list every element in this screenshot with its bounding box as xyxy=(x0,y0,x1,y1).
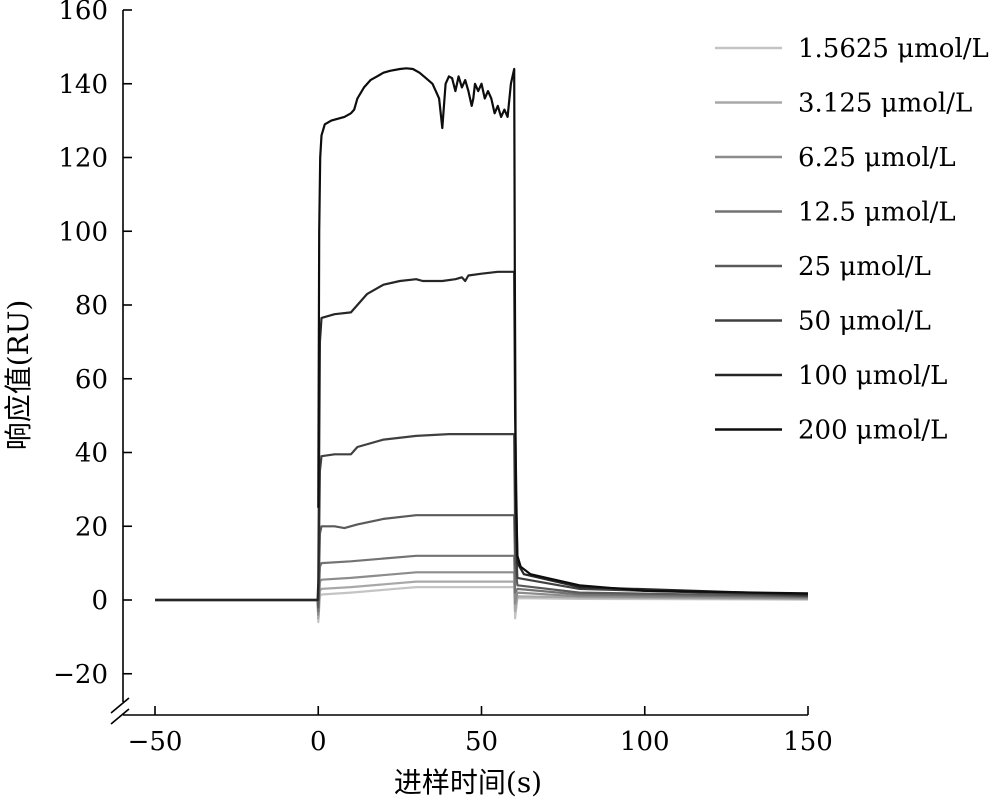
y-ticks: −20 0 20 40 60 80 100 120 140 160 xyxy=(53,0,132,690)
series-line xyxy=(155,433,809,602)
x-tick-label: 150 xyxy=(783,727,833,757)
y-tick-label: 0 xyxy=(91,586,108,616)
series-line xyxy=(155,571,809,616)
axis-break-mark xyxy=(110,708,130,725)
legend-label: 12.5 μmol/L xyxy=(798,198,956,228)
legend: 1.5625 μmol/L 3.125 μmol/L 6.25 μmol/L 12.5… xyxy=(715,34,989,446)
axis-break-mark xyxy=(110,697,130,714)
x-tick-label: 0 xyxy=(310,727,327,757)
x-tick-label: 100 xyxy=(620,727,670,757)
axes xyxy=(110,10,808,725)
legend-label: 6.25 μmol/L xyxy=(798,143,956,173)
legend-label: 1.5625 μmol/L xyxy=(798,34,989,64)
y-tick-label: 160 xyxy=(58,0,108,26)
legend-label: 25 μmol/L xyxy=(798,252,931,282)
series-line xyxy=(155,554,809,613)
y-tick-label: 40 xyxy=(75,439,108,469)
series-line xyxy=(155,270,809,602)
y-tick-label: 140 xyxy=(58,70,108,100)
x-tick-label: −50 xyxy=(128,727,183,757)
series-line xyxy=(317,67,809,595)
x-tick-label: 50 xyxy=(465,727,498,757)
y-tick-label: 80 xyxy=(75,291,108,321)
legend-label: 200 μmol/L xyxy=(798,416,947,446)
legend-label: 3.125 μmol/L xyxy=(798,89,972,119)
x-axis-label: 进样时间(s) xyxy=(394,766,542,799)
x-ticks: −50 0 50 100 150 xyxy=(128,706,833,757)
y-tick-label: 60 xyxy=(75,365,108,395)
y-axis-label: 响应值(RU) xyxy=(2,300,35,451)
y-tick-label: 100 xyxy=(58,217,108,247)
legend-label: 50 μmol/L xyxy=(798,307,931,337)
legend-label: 100 μmol/L xyxy=(798,361,947,391)
series-lines xyxy=(155,67,809,624)
y-tick-label: 20 xyxy=(75,512,108,542)
y-tick-label: −20 xyxy=(53,660,108,690)
y-tick-label: 120 xyxy=(58,144,108,174)
